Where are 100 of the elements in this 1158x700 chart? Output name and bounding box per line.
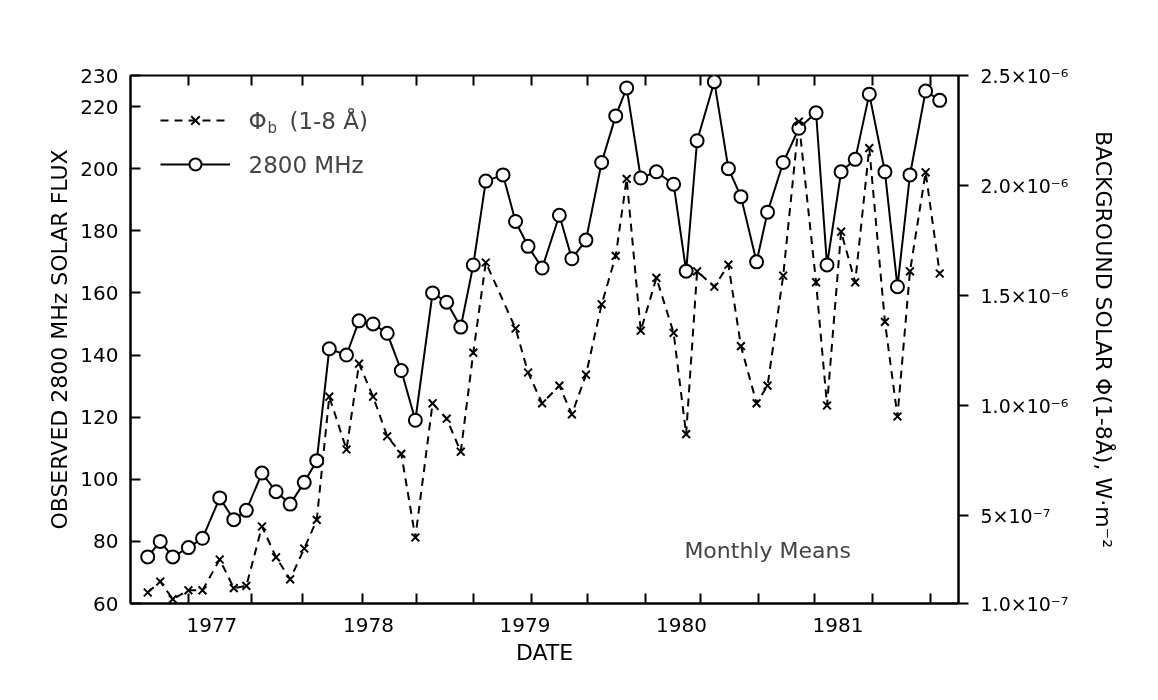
- point: [733, 189, 749, 205]
- point: [478, 173, 494, 189]
- y-tick-label: 120: [80, 405, 119, 430]
- point: [594, 154, 610, 170]
- point: [142, 587, 153, 598]
- y2-tick-label: 1.0×10⁻⁷: [980, 592, 1069, 615]
- point: [905, 266, 915, 277]
- point: [648, 164, 664, 180]
- point: [918, 83, 934, 99]
- point: [861, 86, 877, 102]
- point: [393, 363, 409, 379]
- point: [902, 167, 918, 183]
- point: [608, 108, 624, 124]
- point: [441, 413, 452, 424]
- point: [465, 257, 481, 273]
- point: [709, 281, 720, 292]
- point: [226, 512, 242, 528]
- point: [165, 549, 181, 565]
- y2-tick-label: 1.0×10⁻⁶: [980, 394, 1069, 417]
- y2-tick-label: 2.0×10⁻⁶: [980, 174, 1069, 197]
- y-tick-label: 60: [93, 591, 119, 616]
- point: [520, 238, 536, 254]
- point: [468, 347, 479, 358]
- point: [610, 251, 621, 261]
- point: [554, 380, 565, 391]
- point: [410, 532, 421, 543]
- point: [811, 277, 821, 288]
- point: [751, 398, 762, 409]
- point: [299, 543, 310, 554]
- point: [495, 167, 511, 183]
- point: [180, 540, 196, 556]
- point: [651, 273, 662, 283]
- point: [238, 502, 254, 518]
- point: [692, 266, 702, 277]
- y-tick-label: 140: [80, 343, 119, 368]
- point: [339, 347, 354, 363]
- point: [932, 92, 948, 108]
- point: [822, 400, 832, 411]
- point: [195, 530, 210, 546]
- point: [523, 367, 533, 378]
- point: [668, 328, 679, 338]
- point: [808, 105, 824, 121]
- point: [453, 319, 469, 335]
- point: [351, 313, 367, 329]
- point: [214, 554, 225, 565]
- point: [510, 323, 521, 334]
- point: [309, 453, 325, 469]
- point: [285, 574, 296, 585]
- y-tick-label: 230: [80, 63, 119, 88]
- point: [689, 133, 705, 149]
- point: [736, 341, 746, 351]
- point: [596, 299, 607, 310]
- y-tick-label: 160: [80, 280, 119, 305]
- point: [427, 398, 438, 409]
- point: [508, 213, 524, 229]
- point: [228, 583, 239, 593]
- point: [760, 204, 776, 220]
- point: [621, 174, 632, 184]
- point: [354, 358, 364, 369]
- x-tick-label: 1981: [812, 612, 864, 637]
- point: [365, 316, 381, 332]
- point: [321, 341, 337, 357]
- point: [619, 80, 635, 96]
- point: [268, 484, 284, 500]
- point: [666, 176, 682, 192]
- point: [455, 446, 466, 457]
- point: [635, 325, 646, 336]
- point: [892, 411, 903, 422]
- point: [793, 116, 804, 127]
- point: [254, 465, 270, 481]
- point: [633, 170, 649, 186]
- legend-label: 2800 MHz: [248, 151, 364, 178]
- point: [282, 496, 298, 512]
- point: [934, 268, 945, 279]
- y-tick-label: 180: [80, 218, 119, 243]
- point: [706, 75, 722, 90]
- point: [271, 552, 281, 563]
- point: [407, 412, 423, 428]
- point: [581, 369, 591, 380]
- point: [864, 143, 875, 153]
- y2-axis-title: BACKGROUND SOLAR Φ(1-8Å), W·m⁻²: [1091, 130, 1118, 549]
- y-tick-label: 100: [80, 467, 119, 492]
- point: [152, 533, 168, 549]
- y2-tick-label: 1.5×10⁻⁶: [980, 284, 1069, 307]
- point: [889, 279, 905, 295]
- point: [551, 207, 567, 223]
- point: [850, 277, 861, 288]
- point: [775, 154, 791, 170]
- y2-tick-label: 2.5×10⁻⁶: [980, 64, 1069, 87]
- point: [877, 164, 893, 180]
- point: [368, 391, 378, 402]
- point: [537, 398, 548, 409]
- point: [341, 444, 352, 455]
- point: [155, 576, 166, 587]
- point: [140, 549, 156, 565]
- x-tick-label: 1978: [342, 612, 394, 637]
- point: [183, 585, 194, 596]
- point: [379, 325, 395, 341]
- point: [324, 391, 335, 402]
- point: [534, 260, 550, 276]
